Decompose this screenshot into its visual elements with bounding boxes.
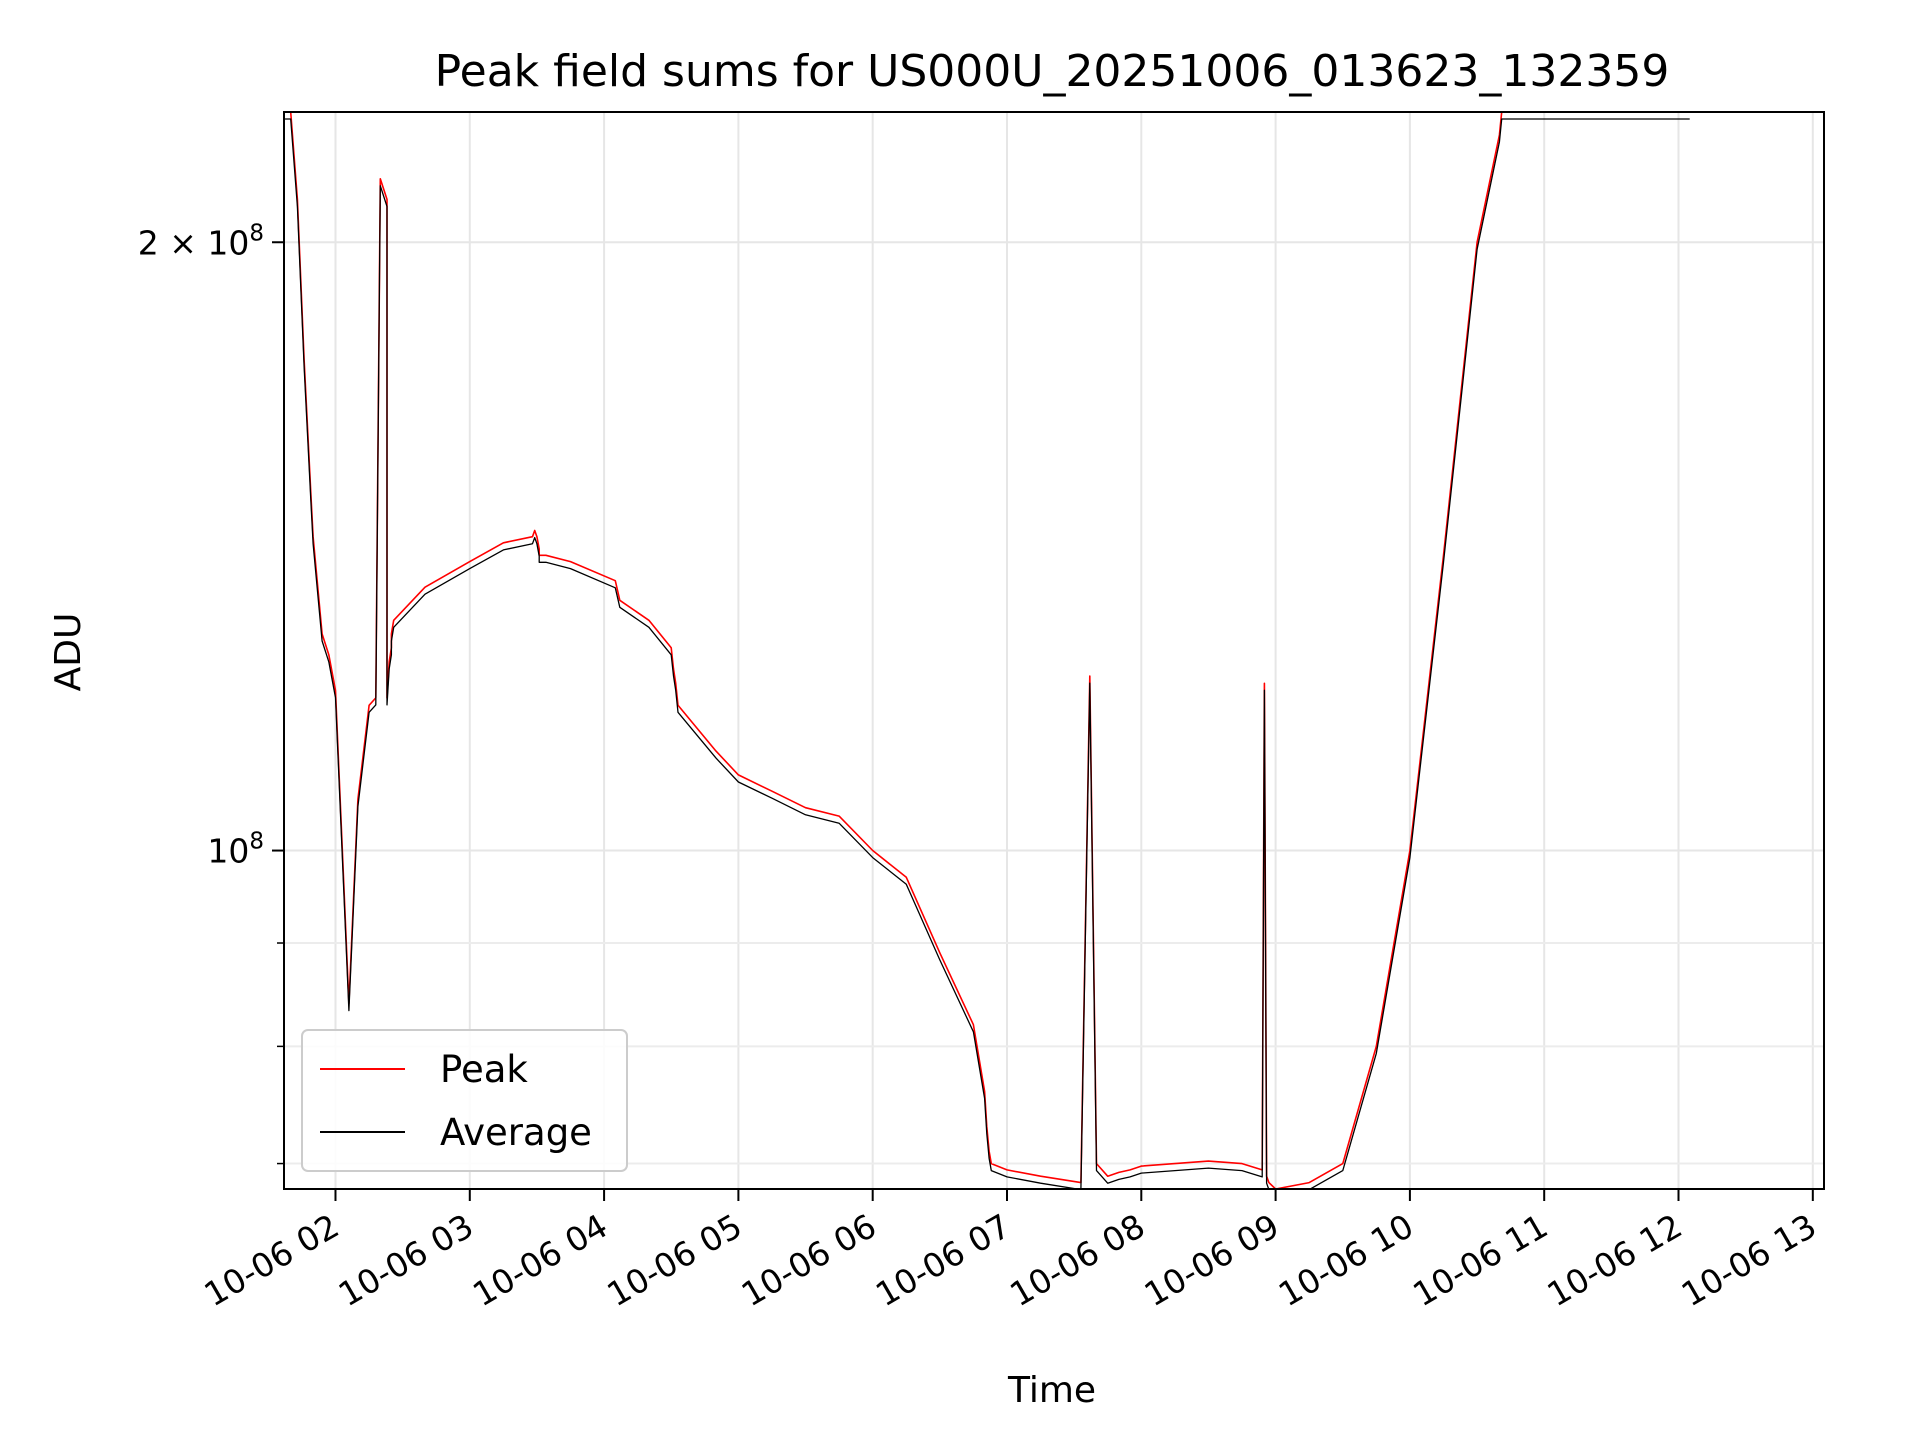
plot-background	[284, 112, 1824, 1189]
legend-label-peak: Peak	[440, 1048, 528, 1091]
y-tick-label: 108	[207, 829, 264, 871]
plot-area	[283, 111, 1825, 1190]
y-axis-label: ADU	[48, 613, 89, 692]
x-gridlines	[334, 112, 1814, 1189]
y-tick-label: 2 × 108	[138, 220, 264, 262]
series-line-average	[284, 118, 1690, 1189]
series-layer	[284, 112, 1690, 1189]
chart-title: Peak field sums for US000U_20251006_0136…	[435, 46, 1670, 97]
plot-frame	[283, 111, 1825, 1190]
legend: Peak Average	[301, 1029, 628, 1172]
y-axis: 108 2 × 108	[138, 220, 284, 1165]
x-axis-label: Time	[1007, 1370, 1096, 1411]
legend-box	[301, 1029, 628, 1172]
legend-label-average: Average	[440, 1111, 592, 1154]
